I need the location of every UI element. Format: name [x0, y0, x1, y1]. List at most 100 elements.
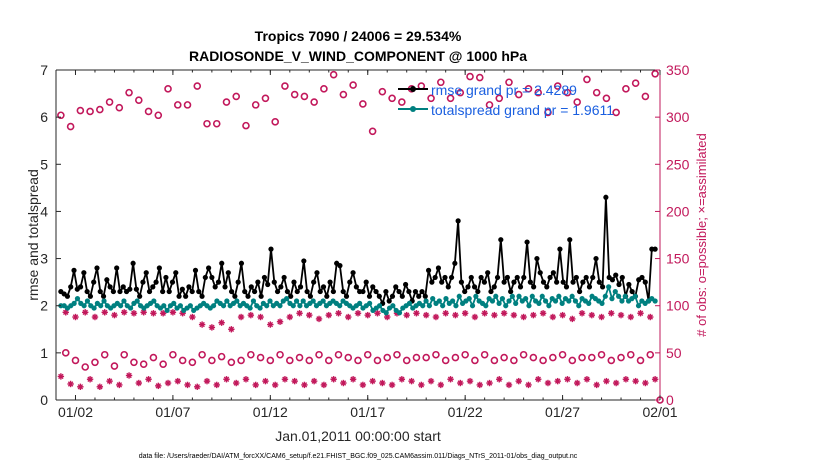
rmse-point: [212, 284, 218, 290]
obs-assimilated-marker: [578, 310, 586, 317]
rmse-point: [317, 288, 323, 295]
rmse-point: [593, 255, 599, 262]
totalspread-point: [652, 298, 658, 304]
obs-possible-marker: [378, 87, 387, 96]
asterisk-stroke: [579, 310, 585, 316]
rmse-point: [330, 288, 336, 295]
rmse-point: [301, 258, 307, 264]
rmse-point: [271, 279, 277, 285]
asterisk-stroke: [218, 319, 225, 326]
obs-possible-marker: [149, 353, 158, 362]
totalspread-point: [171, 300, 177, 306]
obs-possible-marker: [286, 356, 294, 365]
obs-possible-marker: [471, 356, 479, 365]
totalspread-point: [423, 298, 429, 304]
obs-possible-marker: [519, 350, 528, 359]
rmse-point: [540, 279, 547, 285]
rmse-point: [127, 286, 133, 292]
rmse-point: [471, 284, 478, 290]
rmse-point: [255, 279, 261, 285]
y-tick-left-label: 4: [40, 203, 48, 219]
asterisk-stroke: [554, 378, 561, 384]
x-tick-label: 01/27: [545, 404, 580, 420]
obs-possible-marker: [178, 356, 187, 365]
obs-assimilated-marker: [164, 379, 172, 387]
totalspread-point: [612, 288, 618, 295]
obs-assimilated-marker: [510, 311, 518, 319]
rmse-point: [94, 265, 100, 271]
rmse-point: [120, 284, 126, 290]
rmse-point: [137, 293, 143, 299]
rmse-point: [586, 284, 593, 290]
asterisk-stroke: [496, 376, 502, 382]
rmse-point: [639, 274, 645, 281]
obs-assimilated-marker: [549, 313, 557, 321]
legend-rmse-marker: [410, 86, 416, 92]
obs-assimilated-marker: [271, 381, 279, 389]
chart-title: Tropics 7090 / 24006 = 29.534%: [255, 28, 462, 44]
obs-possible-marker: [222, 98, 231, 106]
obs-possible-marker: [193, 82, 202, 90]
obs-possible-marker: [227, 358, 236, 367]
asterisk-stroke: [252, 382, 259, 388]
obs-possible-marker: [402, 356, 411, 365]
totalspread-point: [506, 298, 512, 304]
asterisk-stroke: [447, 376, 454, 382]
asterisk-stroke: [374, 310, 381, 316]
rmse-point: [563, 284, 570, 290]
obs-assimilated-marker: [442, 310, 449, 317]
totalspread-point: [383, 310, 389, 316]
asterisk-stroke: [150, 310, 157, 316]
obs-assimilated-marker: [120, 309, 128, 316]
obs-assimilated-marker: [91, 313, 99, 321]
obs-assimilated-marker: [637, 310, 644, 317]
obs-assimilated-marker: [374, 310, 381, 317]
obs-assimilated-marker: [500, 310, 508, 317]
totalspread-point: [118, 303, 124, 309]
rmse-point: [613, 272, 619, 278]
obs-possible-marker: [164, 85, 172, 93]
obs-possible-marker: [208, 356, 216, 365]
obs-possible-marker: [339, 90, 348, 99]
asterisk-stroke: [623, 376, 629, 382]
rmse-point: [652, 246, 658, 252]
totalspread-point: [224, 298, 230, 304]
obs-possible-marker: [315, 350, 323, 359]
obs-assimilated-marker: [349, 376, 357, 383]
obs-possible-marker: [602, 94, 611, 103]
obs-possible-marker: [320, 85, 328, 93]
rmse-point: [320, 284, 327, 290]
obs-possible-marker: [290, 90, 299, 99]
rmse-point: [508, 288, 514, 295]
obs-possible-marker: [135, 96, 143, 104]
obs-assimilated-marker: [593, 381, 600, 389]
asterisk-stroke: [379, 380, 386, 386]
asterisk-stroke: [175, 378, 181, 384]
totalspread-point: [127, 305, 134, 311]
rmse-point: [599, 284, 606, 290]
obs-assimilated-marker: [116, 381, 123, 389]
rmse-point: [557, 246, 563, 252]
rmse-point: [288, 293, 294, 299]
asterisk-stroke: [360, 382, 366, 388]
obs-possible-marker: [651, 69, 659, 78]
obs-assimilated-marker: [281, 376, 289, 383]
obs-possible-marker: [588, 353, 596, 362]
rmse-point: [360, 288, 366, 295]
obs-possible-marker: [626, 350, 635, 359]
totalspread-point: [602, 293, 608, 299]
rmse-point: [146, 288, 153, 295]
obs-possible-marker: [295, 353, 304, 362]
rmse-point: [186, 284, 192, 290]
obs-possible-marker: [383, 353, 392, 362]
rmse-point: [580, 279, 586, 285]
asterisk-stroke: [632, 378, 639, 384]
x-tick-label: 01/12: [253, 404, 288, 420]
asterisk-stroke: [306, 312, 313, 318]
asterisk-stroke: [564, 376, 571, 382]
rmse-point: [504, 274, 510, 281]
obs-assimilated-marker: [306, 311, 313, 319]
totalspread-point: [456, 293, 462, 299]
asterisk-stroke: [467, 378, 473, 384]
totalspread-point: [572, 298, 579, 304]
